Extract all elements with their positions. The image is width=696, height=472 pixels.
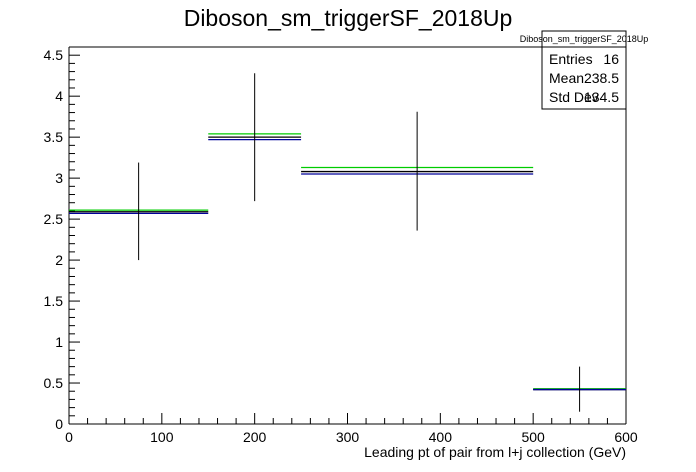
axis-tick-labels: 0 100 200 300 400 500 600 0 0.5 1 1.5 2 2.5 3 3.5 4 4.5 — [44, 47, 638, 445]
y-tick-label: 2 — [55, 252, 63, 268]
x-tick-label: 300 — [336, 429, 360, 445]
axis-ticks — [68, 46, 627, 425]
stats-box-frame — [541, 30, 627, 110]
y-tick-label: 3.5 — [44, 129, 64, 145]
x-axis-label: Leading pt of pair from l+j collection (… — [364, 444, 626, 460]
y-tick-label: 0.5 — [44, 375, 64, 391]
stats-value-std-dev: 134.5 — [584, 89, 619, 105]
stats-box: Diboson_sm_triggerSF_2018Up Entries 16 M… — [520, 30, 649, 110]
stats-label-mean: Mean — [549, 70, 584, 86]
x-tick-label: 400 — [429, 429, 453, 445]
y-tick-label: 0 — [55, 416, 63, 432]
y-tick-label: 4.5 — [44, 47, 64, 63]
stats-label-std-dev: Std Dev — [549, 89, 599, 105]
y-tick-label: 2.5 — [44, 211, 64, 227]
stats-label-entries: Entries — [549, 51, 593, 67]
x-tick-label: 0 — [65, 429, 73, 445]
y-tick-label: 4 — [55, 88, 63, 104]
y-tick-label: 3 — [55, 170, 63, 186]
x-tick-label: 100 — [150, 429, 174, 445]
stats-box-title: Diboson_sm_triggerSF_2018Up — [520, 34, 649, 44]
x-tick-label: 200 — [243, 429, 267, 445]
stats-value-mean: 238.5 — [584, 70, 619, 86]
y-tick-label: 1 — [55, 334, 63, 350]
error-bars — [138, 73, 581, 412]
chart-title: Diboson_sm_triggerSF_2018Up — [184, 5, 513, 31]
x-tick-label: 500 — [521, 429, 545, 445]
x-tick-label: 600 — [614, 429, 638, 445]
y-tick-label: 1.5 — [44, 293, 64, 309]
stats-value-entries: 16 — [603, 51, 619, 67]
histogram-series — [69, 133, 626, 391]
